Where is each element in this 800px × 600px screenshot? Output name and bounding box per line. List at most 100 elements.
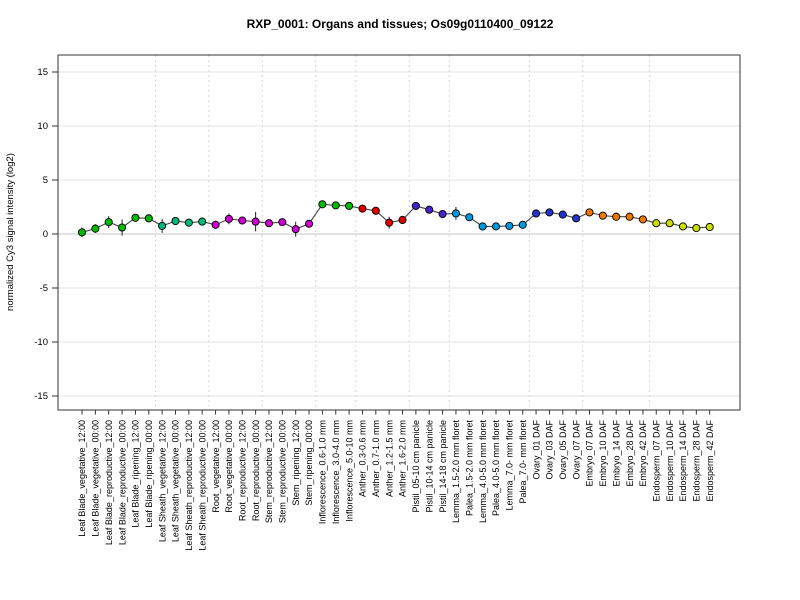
x-tick-label: Anther_1.6-2.0 mm xyxy=(398,420,408,497)
x-tick-label: Inflorescence_0.6-1.0 mm xyxy=(318,420,328,524)
data-point xyxy=(385,218,394,227)
x-tick-label: Embryo_07 DAF xyxy=(585,420,595,487)
data-point xyxy=(558,210,567,219)
data-point xyxy=(652,219,661,228)
x-tick-label: Inflorescence_5.0-10 mm xyxy=(344,420,354,522)
data-point xyxy=(171,216,180,226)
data-point xyxy=(598,211,607,220)
x-tick-label: Leaf Blade_vegetative_12:00 xyxy=(77,420,87,537)
x-tick-label: Pistil_05-10 cm panicle xyxy=(411,420,421,513)
data-point xyxy=(238,216,247,225)
grid-layer xyxy=(58,55,740,410)
y-tick-label: 5 xyxy=(43,175,48,186)
x-tick-label: Stem_reproductive_00:00 xyxy=(278,420,288,523)
y-tick-label: 0 xyxy=(43,229,48,240)
x-tick-label: Root_reproductive_12:00 xyxy=(237,420,247,521)
data-point xyxy=(638,215,647,224)
data-point xyxy=(692,224,701,233)
x-tick-label: Ovary_05 DAF xyxy=(558,420,568,480)
x-tick-label: Endosperm_14 DAF xyxy=(678,420,688,502)
data-point xyxy=(158,221,167,230)
x-tick-label: Pistil_10-14 cm panicle xyxy=(424,420,434,513)
data-point xyxy=(131,213,140,222)
x-tick-label: Ovary_03 DAF xyxy=(545,420,555,480)
data-point xyxy=(104,218,113,227)
data-point xyxy=(411,201,420,210)
x-tick-label: Leaf Blade_vegetative_00:00 xyxy=(91,420,101,537)
x-tick-label: Leaf Sheath_reproductive_00:00 xyxy=(197,420,207,551)
x-tick-label: Ovary_07 DAF xyxy=(571,420,581,480)
x-tick-label: Embryo_42 DAF xyxy=(638,420,648,487)
x-tick-label: Endosperm_28 DAF xyxy=(692,420,702,502)
x-tick-label: Palea_7.0- mm floret xyxy=(518,420,528,504)
data-point xyxy=(118,223,127,232)
axis-layer: -15 -10 -5 0 5 10 15 Leaf Blade_vegetative_12:0… xyxy=(34,54,741,551)
data-point xyxy=(465,213,474,222)
data-point xyxy=(144,214,153,223)
data-point xyxy=(211,220,220,229)
data-point xyxy=(358,204,367,213)
x-tick-label: Lemma_4.0-5.0 mm floret xyxy=(478,420,488,524)
y-tick-label: 15 xyxy=(37,67,48,78)
x-tick-label: Endosperm_07 DAF xyxy=(651,420,661,502)
y-tick-label: -15 xyxy=(34,391,48,402)
data-point xyxy=(251,217,260,226)
data-point xyxy=(545,208,554,217)
data-point xyxy=(318,200,327,209)
data-point xyxy=(532,209,541,218)
data-layer xyxy=(77,200,714,238)
x-tick-label: Pistil_14-18 cm panicle xyxy=(438,420,448,513)
data-point xyxy=(451,209,460,218)
x-tick-label: Embryo_14 DAF xyxy=(611,420,621,487)
y-tick-label: -5 xyxy=(40,283,48,294)
x-tick-label: Leaf Blade_ripening_12:00 xyxy=(131,420,141,528)
data-point xyxy=(291,225,300,234)
x-tick-label: Inflorescence_3.0-4.0 mm xyxy=(331,420,341,524)
x-tick-label: Leaf Blade_reproductive_00:00 xyxy=(117,420,127,545)
data-point xyxy=(264,219,274,228)
data-point xyxy=(198,217,207,226)
x-tick-label: Ovary_01 DAF xyxy=(531,420,541,480)
data-point xyxy=(224,214,233,223)
data-point xyxy=(91,224,100,233)
data-point xyxy=(665,219,674,228)
plot-border xyxy=(57,54,741,411)
x-tick-label: Root_vegetative_12:00 xyxy=(211,420,221,513)
data-point xyxy=(278,218,287,227)
x-tick-label: Leaf Blade_reproductive_12:00 xyxy=(104,420,114,545)
data-point xyxy=(705,222,714,232)
x-tick-label: Stem_reproductive_12:00 xyxy=(264,420,274,523)
x-tick-label: Stem_ripening_00:00 xyxy=(304,420,314,506)
x-tick-label: Anther_1.2-1.5 mm xyxy=(384,420,394,497)
x-tick-label: Palea_1.5-2.0 mm floret xyxy=(464,420,474,517)
data-point xyxy=(77,228,87,237)
x-tick-label: Root_reproductive_00:00 xyxy=(251,420,261,521)
data-point xyxy=(585,208,594,217)
y-axis-label: normalized Cy3 signal intensity (log2) xyxy=(5,153,16,311)
chart-title: RXP_0001: Organs and tissues; Os09g01104… xyxy=(246,17,554,31)
x-tick-label: Anther_0.3-0.6 mm xyxy=(358,420,368,497)
data-point xyxy=(184,218,193,227)
x-tick-label: Endosperm_10 DAF xyxy=(665,420,675,502)
x-tick-label: Palea_4.0-5.0 mm floret xyxy=(491,420,501,517)
data-point xyxy=(345,201,354,210)
y-tick-label: -10 xyxy=(34,337,48,348)
data-point xyxy=(491,222,501,231)
x-tick-label: Root_vegetative_00:00 xyxy=(224,420,234,513)
x-tick-label: Leaf Sheath_reproductive_12:00 xyxy=(184,420,194,551)
data-point xyxy=(612,212,621,221)
data-point xyxy=(438,209,447,219)
x-tick-label: Lemma_1.5-2.0 mm floret xyxy=(451,420,461,524)
x-tick-label: Leaf Sheath_vegetative_00:00 xyxy=(171,420,181,542)
x-tick-label: Leaf Blade_ripening_00:00 xyxy=(144,420,154,528)
data-point xyxy=(304,219,314,228)
data-point xyxy=(678,222,688,231)
y-tick-label: 10 xyxy=(37,121,48,132)
x-tick-label: Embryo_10 DAF xyxy=(598,420,608,487)
data-point xyxy=(572,214,581,223)
data-point xyxy=(625,212,634,221)
data-point xyxy=(371,206,380,215)
data-point xyxy=(518,220,527,229)
x-tick-label: Embryo_28 DAF xyxy=(625,420,635,487)
data-point xyxy=(425,205,434,214)
